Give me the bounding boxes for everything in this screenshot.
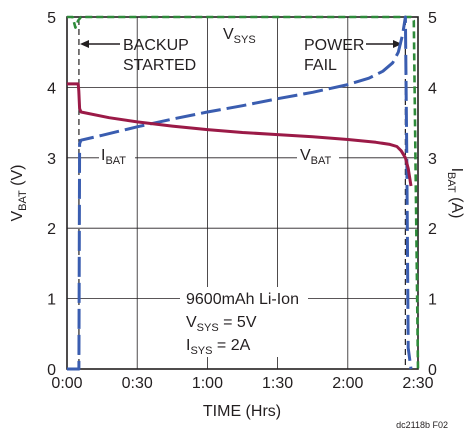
info-battery: 9600mAh Li-Ion: [186, 291, 299, 308]
x-tick-labels: 0:00 0:30 1:00 1:30 2:00 2:30: [51, 375, 433, 392]
info-vsys: VSYS = 5V: [186, 314, 257, 334]
y-tick-label-right-1: 1: [428, 292, 437, 309]
x-tick-label-1: 0:30: [122, 375, 153, 392]
vsys-label-main: V: [223, 26, 234, 43]
y-tick-label-left-2: 2: [47, 221, 56, 238]
y-tick-labels-right: 0 1 2 3 4 5: [428, 10, 437, 379]
y-axis-title-left-unit: (V): [9, 164, 26, 190]
ibat-series-label-sub: BAT: [105, 155, 126, 167]
ibat-label-bg: [99, 145, 135, 165]
x-axis-title: TIME (Hrs): [203, 403, 281, 420]
y-tick-label-right-3: 3: [428, 151, 437, 168]
info-isys-rest: = 2A: [212, 337, 250, 354]
power-fail-label-line1: POWER: [304, 37, 364, 54]
annotation-arrows: [80, 40, 402, 48]
info-vsys-sub: SYS: [197, 322, 219, 334]
ibat-series-label-main: I: [101, 147, 105, 164]
backup-label-line1: BACKUP: [123, 37, 189, 54]
y-axis-title-left: VBAT (V): [9, 164, 29, 221]
y-tick-label-left-0: 0: [47, 362, 56, 379]
x-tick-label-0: 0:00: [51, 375, 82, 392]
y-tick-label-left-3: 3: [47, 151, 56, 168]
vsys-label: VSYS: [223, 26, 256, 46]
info-isys-sub: SYS: [190, 345, 212, 357]
y-tick-labels-left: 0 1 2 3 4 5: [47, 10, 56, 379]
y-axis-title-left-main: V: [9, 211, 26, 222]
ibat-series-label: IBAT: [101, 147, 126, 167]
y-tick-label-right-4: 4: [428, 80, 437, 97]
info-vsys-main: V: [186, 314, 197, 331]
series-vbat-line: [67, 82, 413, 187]
vbat-label-bg: [297, 145, 339, 165]
y-axis-title-left-sub: BAT: [17, 190, 29, 211]
y-axis-title-right-sub: BAT: [445, 172, 457, 193]
y-axis-title-right-main: I: [448, 168, 465, 172]
vbat-series-label-sub: BAT: [311, 155, 332, 167]
x-tick-label-4: 2:00: [332, 375, 363, 392]
vbat-series-label-main: V: [300, 147, 311, 164]
info-isys-main: I: [186, 337, 190, 354]
y-tick-label-right-2: 2: [428, 221, 437, 238]
y-tick-label-right-5: 5: [428, 10, 437, 27]
info-vsys-rest: = 5V: [219, 314, 257, 331]
x-tick-label-5: 2:30: [402, 375, 433, 392]
y-tick-label-left-4: 4: [47, 80, 56, 97]
series-ibat-line: [67, 15, 413, 371]
power-fail-label-line2: FAIL: [304, 57, 337, 74]
x-tick-label-3: 1:30: [262, 375, 293, 392]
y-tick-label-right-0: 0: [428, 362, 437, 379]
y-tick-label-left-5: 5: [47, 10, 56, 27]
y-axis-title-right: IBAT (A): [445, 168, 465, 219]
power-fail-arrow-head: [393, 40, 402, 48]
backup-label-line2: STARTED: [123, 57, 196, 74]
y-tick-label-left-1: 1: [47, 292, 56, 309]
figure-id: dc2118b F02: [396, 420, 448, 430]
series-lines: [67, 15, 420, 371]
backup-arrow-head: [80, 40, 89, 48]
vsys-label-sub: SYS: [234, 34, 256, 46]
vbat-series-label: VBAT: [300, 147, 332, 167]
series-vsys-line: [67, 15, 420, 370]
info-box-bg: [180, 287, 308, 357]
annotations: BACKUP STARTED VSYS POWER FAIL IBAT VBAT…: [99, 26, 364, 357]
info-isys: ISYS = 2A: [186, 337, 251, 357]
y-axis-title-right-unit: (A): [448, 193, 465, 219]
x-tick-label-2: 1:00: [192, 375, 223, 392]
